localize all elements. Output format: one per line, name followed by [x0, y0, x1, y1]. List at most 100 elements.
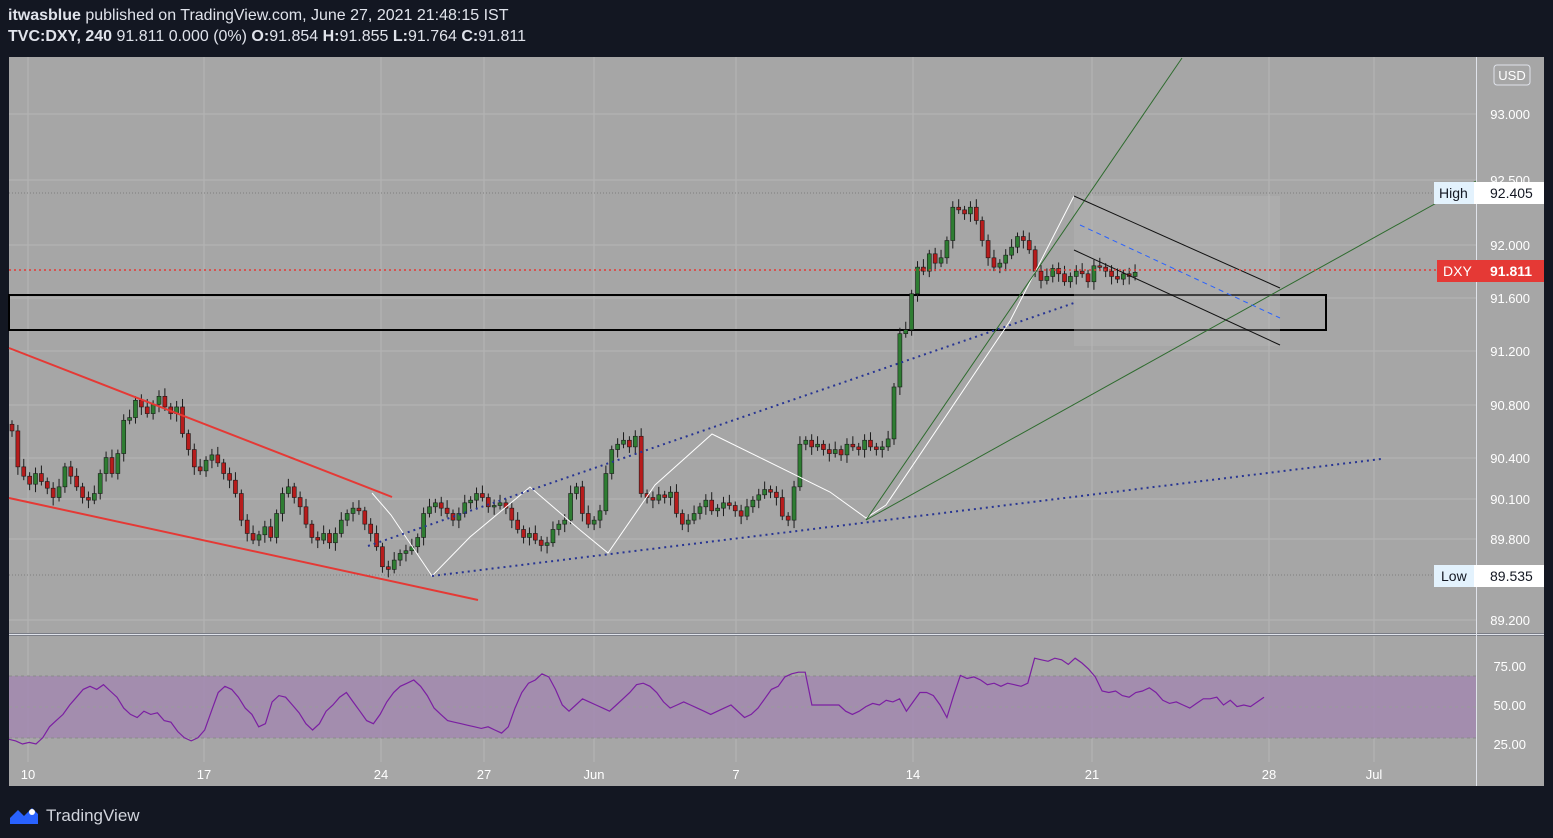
candle-body	[709, 499, 715, 512]
publish-line: itwasblue published on TradingView.com, …	[8, 6, 526, 26]
candles-layer	[9, 199, 1138, 578]
candle-body	[391, 559, 397, 570]
candle-body	[444, 507, 450, 514]
candle-body	[27, 475, 32, 485]
candle-body	[286, 486, 291, 494]
candle-body	[144, 406, 150, 414]
candle-body	[1021, 236, 1026, 241]
high-tag-label: High	[1439, 185, 1468, 201]
price-axis[interactable]	[1476, 57, 1544, 633]
candle-body	[691, 513, 697, 521]
candle-body	[868, 439, 873, 448]
candle-body	[297, 497, 303, 508]
support-zone-box[interactable]	[8, 294, 1327, 331]
currency-badge-box[interactable]	[1493, 64, 1531, 86]
candle-body	[844, 443, 850, 456]
candle-body	[1038, 270, 1044, 281]
candle-body	[915, 266, 920, 295]
zigzag-white-1[interactable]	[371, 195, 1075, 577]
candle-body	[809, 439, 814, 448]
rising-dotted-line-1[interactable]	[367, 302, 1075, 547]
falling-channel-lower[interactable]	[8, 497, 479, 601]
candle-body	[186, 433, 191, 450]
change-text: 0.000 (0%)	[168, 28, 247, 45]
wedge-shallow-line[interactable]	[865, 180, 1477, 521]
candle-body	[333, 533, 338, 544]
candle-body	[239, 493, 244, 521]
candle-body	[821, 443, 826, 450]
candle-body	[1068, 276, 1073, 283]
rsi-axis[interactable]	[1476, 636, 1544, 762]
footer-branding[interactable]: TradingView	[8, 806, 140, 826]
candle-body	[597, 510, 603, 521]
candle-body	[550, 529, 556, 544]
candle-body	[268, 526, 274, 538]
candle-body	[209, 454, 215, 461]
candle-body	[1015, 236, 1020, 248]
candle-body	[727, 502, 732, 506]
high-tag-value: 92.405	[1490, 185, 1533, 201]
candle-body	[738, 510, 744, 517]
time-tick-label: 27	[477, 767, 491, 782]
wedge-steep-line[interactable]	[865, 57, 1183, 521]
candle-body	[862, 439, 867, 450]
currency-badge: USD	[1498, 68, 1525, 83]
candle-body	[121, 419, 127, 454]
candle-body	[86, 497, 91, 501]
time-tick-label: Jun	[584, 767, 605, 782]
candle-body	[932, 253, 938, 264]
time-tick-label: 7	[732, 767, 739, 782]
candle-body	[674, 491, 679, 514]
candle-body	[1026, 240, 1032, 251]
candle-body	[74, 475, 79, 488]
rsi-tick-label: 75.00	[1493, 659, 1526, 674]
candle-body	[180, 406, 185, 434]
price-tick-label: 89.200	[1490, 613, 1530, 628]
candle-body	[233, 479, 238, 494]
author-name[interactable]: itwasblue	[8, 7, 81, 24]
candle-body	[615, 443, 620, 450]
falling-channel-upper[interactable]	[8, 347, 393, 498]
time-axis[interactable]	[9, 762, 1544, 786]
candle-body	[356, 507, 362, 512]
candle-body	[191, 449, 197, 468]
candle-body	[485, 497, 491, 508]
candle-body	[480, 493, 485, 498]
candle-body	[197, 466, 203, 472]
candle-body	[762, 489, 767, 496]
candle-body	[921, 266, 926, 272]
flag-upper-line[interactable]	[1073, 195, 1281, 289]
candle-body	[774, 491, 779, 498]
candle-body	[685, 519, 691, 525]
flag-lower-line[interactable]	[1073, 249, 1281, 346]
candle-body	[1062, 273, 1067, 283]
low-tag: Low 89.535	[1434, 565, 1544, 587]
candle-body	[903, 329, 909, 335]
candle-body	[386, 566, 391, 570]
candle-body	[721, 502, 726, 509]
candle-body	[491, 505, 497, 508]
candle-body	[15, 430, 21, 468]
candle-body	[585, 513, 591, 525]
candle-body	[474, 493, 479, 501]
candle-body	[521, 529, 526, 538]
candle-body	[280, 493, 285, 514]
candle-body	[244, 519, 250, 534]
candle-body	[885, 438, 891, 448]
symbol-label[interactable]: TVC:DXY, 240	[8, 28, 113, 45]
high-value: 91.855	[339, 28, 389, 45]
candle-body	[1121, 273, 1126, 280]
time-tick-labels: 10 17 24 27 Jun 7 14 21 28 Jul	[21, 767, 1383, 782]
candle-body	[109, 457, 115, 474]
candle-body	[515, 519, 520, 530]
candle-body	[1073, 270, 1079, 277]
candle-body	[997, 262, 1003, 268]
open-value: 91.854	[269, 28, 319, 45]
candle-body	[203, 459, 209, 472]
candle-body	[785, 515, 791, 521]
time-tick-label: 17	[197, 767, 211, 782]
price-tick-label: 92.000	[1490, 238, 1530, 253]
candle-body	[56, 486, 62, 498]
candle-body	[1091, 265, 1097, 283]
